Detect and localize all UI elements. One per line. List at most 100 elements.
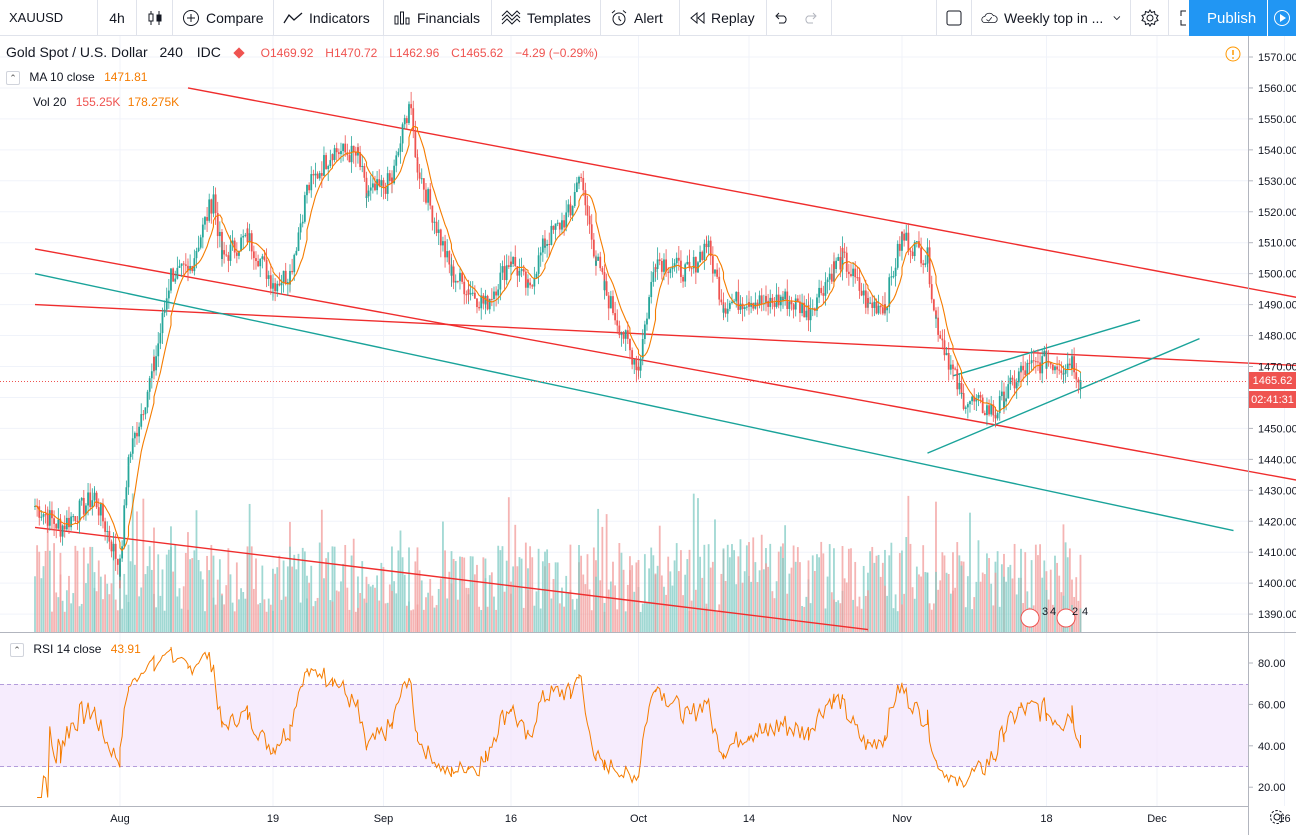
volume-bar [1017, 577, 1020, 632]
price-axis[interactable]: 1570.00 1560.00 1550.00 1540.00 1530.00 1520.… [1248, 52, 1296, 621]
candle-body [820, 287, 823, 294]
candle-body [467, 289, 470, 295]
rsi-axis[interactable]: 80.00 60.00 40.00 20.00 [1248, 658, 1286, 794]
ma-legend[interactable]: ⌃ MA 10 close 1471.81 [6, 70, 147, 85]
warning-icon[interactable] [1225, 46, 1241, 62]
volume-bar [771, 591, 774, 632]
layout-selector[interactable]: Weekly top in ... [972, 0, 1131, 36]
trendline[interactable] [34, 526, 869, 631]
volume-bar [1041, 577, 1044, 632]
candle-body [943, 340, 946, 356]
candle-body [790, 301, 793, 305]
volume-bar [544, 551, 546, 632]
candle-body [782, 299, 784, 301]
alert-button[interactable]: Alert [601, 0, 680, 36]
chart-canvas[interactable]: 1570.00 1560.00 1550.00 1540.00 1530.00 1520.… [0, 36, 1296, 835]
volume-bar [55, 592, 58, 632]
time-tick-label: 18 [1040, 813, 1052, 825]
price-tick-label: 1560.00 [1258, 83, 1296, 95]
candle-body [295, 250, 298, 255]
trendline[interactable] [34, 248, 1296, 484]
publish-menu-button[interactable] [1267, 0, 1296, 36]
replay-button[interactable]: Replay [680, 0, 767, 36]
candle-body [1051, 364, 1054, 371]
volume-bar [331, 546, 334, 632]
candle-body [108, 530, 111, 542]
candle-body [616, 320, 619, 326]
candle-body [486, 295, 489, 310]
candle-body [301, 221, 304, 224]
volume-bar [741, 582, 744, 632]
templates-button[interactable]: Templates [492, 0, 601, 36]
volume-bar [648, 568, 650, 632]
fullscreen-layout-toggle[interactable] [936, 0, 972, 36]
candle-body [176, 267, 179, 279]
candle-body [361, 165, 364, 167]
redo-button[interactable] [797, 0, 832, 36]
candle-body [952, 368, 954, 370]
event-flag-icon[interactable] [1020, 608, 1040, 628]
candle-body [193, 258, 196, 272]
publish-button[interactable]: Publish [1189, 0, 1279, 36]
volume-bar [425, 597, 427, 632]
volume-bar [276, 567, 279, 632]
compare-button[interactable]: Compare [173, 0, 274, 36]
financials-button[interactable]: Financials [384, 0, 492, 36]
chart-type-button[interactable] [137, 0, 173, 36]
volume-bar [316, 597, 319, 632]
collapse-icon[interactable]: ⌃ [10, 642, 24, 657]
volume-bar [733, 550, 735, 632]
series-title: Gold Spot / U.S. Dollar [6, 44, 148, 60]
candle-body [833, 261, 835, 270]
volume-bar [828, 544, 831, 632]
candle-body [569, 209, 572, 216]
trendline[interactable] [34, 272, 1234, 532]
settings-button[interactable] [1131, 0, 1169, 36]
price-tick-label: 1520.00 [1258, 207, 1296, 219]
candle-body [40, 516, 43, 518]
trendline[interactable] [927, 337, 1200, 454]
volume-bar [939, 580, 942, 632]
templates-label: Templates [527, 9, 591, 26]
symbol-search[interactable]: XAUUSD [0, 0, 98, 36]
volume-bar [949, 593, 952, 632]
volume-bar [495, 609, 497, 632]
rsi-legend[interactable]: ⌃ RSI 14 close 43.91 [10, 642, 141, 657]
volume-bar [412, 609, 415, 632]
volume-bar [584, 584, 587, 632]
volume-bar [352, 538, 355, 632]
candle-body [231, 240, 234, 245]
volume-legend[interactable]: Vol 20 155.25K 178.275K [33, 95, 179, 109]
volume-bar [773, 598, 776, 632]
time-tick-label: 16 [505, 813, 517, 825]
candle-body [656, 259, 659, 270]
candle-body [463, 281, 466, 295]
volume-bar [992, 605, 995, 632]
candle-body [427, 189, 429, 203]
gear-icon[interactable] [1270, 810, 1284, 824]
volume-bar [1034, 544, 1037, 632]
candle-body [671, 267, 674, 270]
volume-bar [42, 566, 45, 632]
volume-bar [497, 545, 500, 632]
undo-button[interactable] [767, 0, 797, 36]
candle-body [359, 152, 362, 167]
candle-body [994, 415, 997, 419]
time-axis[interactable]: Aug 19 Sep 16 Oct 14 Nov 18 Dec 16 [110, 813, 1290, 825]
volume-bar [121, 608, 124, 632]
economic-events[interactable]: 3 4 2 4 [1020, 606, 1088, 628]
collapse-icon[interactable]: ⌃ [6, 70, 20, 85]
volume-bar [1007, 567, 1010, 632]
volume-bar [569, 589, 572, 632]
interval-selector[interactable]: 4h [98, 0, 137, 36]
trendline[interactable] [34, 303, 1296, 367]
volume-bar [924, 572, 927, 632]
trendline[interactable] [187, 87, 1296, 302]
event-flag-icon[interactable] [1056, 608, 1076, 628]
volume-bar [112, 546, 115, 632]
bar-countdown-tag: 02:41:31 [1249, 391, 1296, 408]
volume-bar [480, 609, 483, 632]
indicators-button[interactable]: Indicators [274, 0, 384, 36]
candle-body [869, 302, 872, 304]
candle-body [1068, 363, 1071, 366]
